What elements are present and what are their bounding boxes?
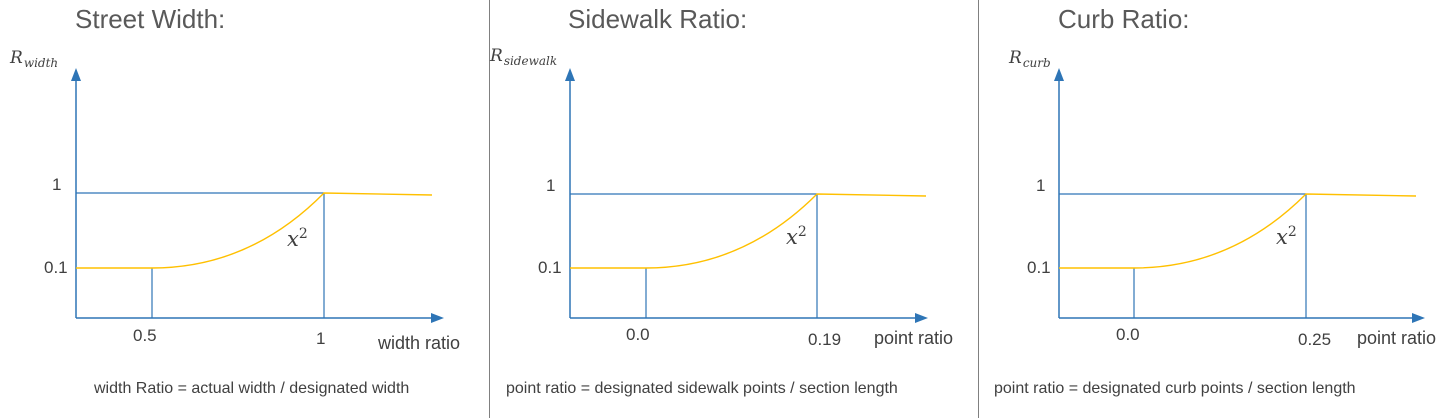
- x-tick-low: 0.0: [1116, 325, 1140, 344]
- score-curve: [1059, 193, 1417, 269]
- y-axis-label: Rwidth: [10, 48, 59, 70]
- y-tick-0-1: 0.1: [1027, 258, 1051, 277]
- x-axis-name: point ratio: [874, 328, 954, 348]
- y-tick-1: 1: [1036, 176, 1046, 195]
- panel-divider-2: [978, 0, 979, 418]
- curve-label: x2: [786, 224, 807, 249]
- x-tick-high: 1: [316, 329, 326, 348]
- y-tick-1: 1: [52, 175, 62, 194]
- x-axis: [1059, 313, 1425, 323]
- sidewalk-ratio-plot: [565, 68, 928, 323]
- formula-text: point ratio = designated sidewalk points…: [506, 380, 898, 397]
- x-axis-name: point ratio: [1357, 328, 1437, 348]
- panel-divider-1: [489, 0, 490, 418]
- formula-text: point ratio = designated curb points / s…: [994, 380, 1356, 397]
- x-axis: [570, 313, 928, 323]
- y-tick-1: 1: [546, 176, 556, 195]
- x-tick-high: 0.19: [808, 330, 842, 349]
- x-tick-low: 0.0: [626, 325, 650, 344]
- x-axis-name: width ratio: [378, 333, 461, 353]
- y-axis: [1054, 68, 1064, 318]
- panel-curb-ratio: Curb Ratio: Rcurb 1 0.1 0.0 0.25 point r…: [979, 0, 1451, 418]
- street-width-plot: [71, 68, 444, 323]
- panel-street-width: Street Width: Rwidth 1 0.1 0.5 1 width r…: [0, 0, 489, 418]
- y-axis-label-sub: width: [23, 56, 59, 70]
- y-axis-label-main: R: [10, 48, 23, 68]
- panel-title: Street Width:: [75, 4, 226, 34]
- score-curve: [76, 192, 433, 269]
- y-axis: [71, 68, 81, 318]
- formula-text: width Ratio = actual width / designated …: [94, 380, 410, 397]
- y-tick-0-1: 0.1: [538, 258, 562, 277]
- curve-label: x2: [1276, 224, 1297, 249]
- x-tick-low: 0.5: [133, 326, 157, 345]
- y-axis-label: Rsidewalk: [490, 46, 558, 68]
- x-tick-high: 0.25: [1298, 330, 1332, 349]
- y-tick-0-1: 0.1: [44, 258, 68, 277]
- curb-ratio-plot: [1054, 68, 1425, 323]
- curve-label: x2: [287, 226, 308, 251]
- y-axis-label: Rcurb: [1009, 48, 1051, 70]
- y-axis-label-main: R: [1009, 48, 1022, 68]
- y-axis-label-sub: curb: [1022, 56, 1051, 70]
- y-axis-label-sub: sidewalk: [503, 54, 558, 68]
- score-curve: [570, 193, 927, 269]
- x-axis: [76, 313, 444, 323]
- y-axis: [565, 68, 575, 318]
- panel-title: Sidewalk Ratio:: [568, 4, 748, 34]
- panel-sidewalk-ratio: Sidewalk Ratio: Rsidewalk 1 0.1 0.0 0.19…: [490, 0, 978, 418]
- y-axis-label-main: R: [490, 46, 503, 66]
- panel-title: Curb Ratio:: [1058, 4, 1190, 34]
